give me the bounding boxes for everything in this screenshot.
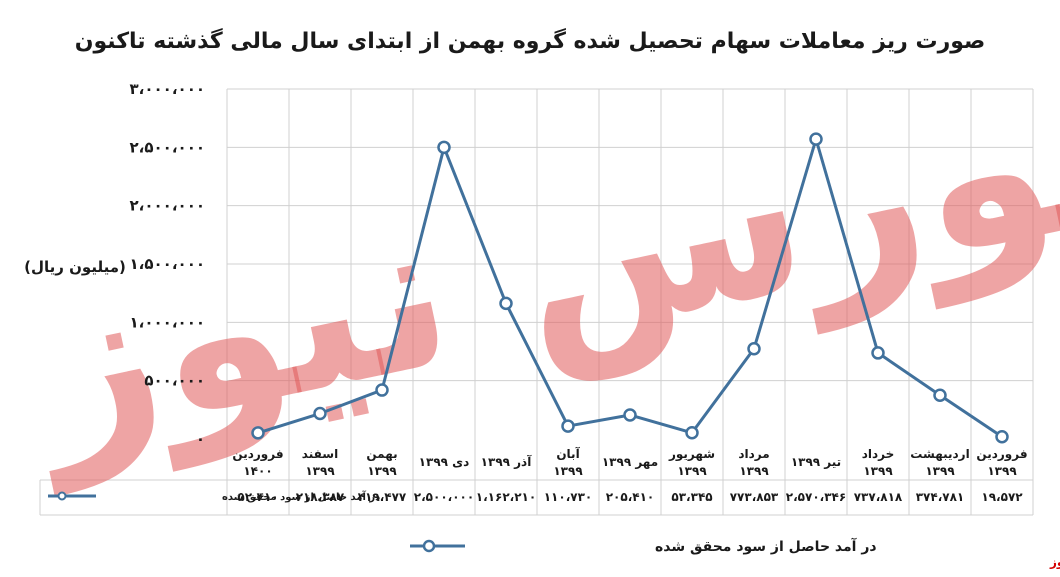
- data-cell: ۲،۵۷۰،۳۴۶: [786, 490, 846, 504]
- data-table: فروردین ۱۳۹۹ ۱۹،۵۷۲ اردیبهشت ۱۳۹۹ ۳۷۴،۷۸۱ خردا…: [48, 446, 1028, 504]
- table-row-label: در آمد حاصل از سود محقق شده: [222, 490, 380, 503]
- category-label: شهریور: [668, 447, 715, 462]
- data-cell: ۲،۵۰۰،۰۰۰: [414, 490, 474, 504]
- category-year: ۱۳۹۹: [367, 464, 397, 478]
- category-year: ۱۳۹۹: [677, 464, 707, 478]
- y-tick-label: ۳،۰۰۰،۰۰۰: [130, 80, 205, 98]
- data-point: [437, 140, 451, 155]
- data-cell: ۷۳۷،۸۱۸: [854, 490, 903, 504]
- data-cell: ۴۱۹،۴۷۷: [358, 490, 407, 504]
- category-label: دی ۱۳۹۹: [419, 455, 470, 469]
- category-label: مرداد: [738, 447, 769, 461]
- data-cell: ۳۷۴،۷۸۱: [916, 490, 965, 504]
- category-label: اسفند: [302, 447, 338, 461]
- y-tick-label: ۵۰۰،۰۰۰: [144, 372, 205, 390]
- grid-lines: [39, 88, 1034, 516]
- y-axis-ticks: ۰ ۵۰۰،۰۰۰ ۱،۰۰۰،۰۰۰ ۱،۵۰۰،۰۰۰ ۲،۰۰۰،۰۰۰ ۲،۵۰۰…: [130, 80, 205, 448]
- data-point: [561, 419, 575, 433]
- y-tick-label: ۲،۰۰۰،۰۰۰: [130, 197, 205, 215]
- category-year: ۱۳۹۹: [925, 464, 955, 478]
- category-label: آبان: [556, 446, 580, 461]
- data-cell: ۱۱۰،۷۳۰: [544, 490, 593, 504]
- source-label: بورس نیوز: [1049, 555, 1060, 570]
- category-year: ۱۳۹۹: [863, 464, 893, 478]
- data-cell: ۱۹،۵۷۲: [981, 490, 1023, 504]
- y-axis-label: (میلیون ریال): [24, 258, 126, 276]
- category-year: ۱۳۹۹: [987, 464, 1017, 478]
- data-cell: ۵۲،۴۱۰: [237, 490, 278, 504]
- data-point: [747, 341, 761, 356]
- data-cell: ۷۷۳،۸۵۳: [730, 490, 779, 504]
- category-label: مهر ۱۳۹۹: [602, 455, 658, 469]
- data-point: [995, 429, 1009, 444]
- row-legend-marker: [57, 491, 67, 501]
- category-label: فروردین: [976, 447, 1027, 462]
- category-label: تیر ۱۳۹۹: [791, 455, 841, 469]
- data-point: [375, 383, 389, 397]
- data-cell: ۲۰۵،۴۱۰: [606, 490, 655, 504]
- data-point: [251, 426, 265, 440]
- series-line: [251, 132, 1009, 444]
- data-cell: ۱،۱۶۲،۲۱۰: [476, 490, 536, 504]
- data-point: [499, 296, 513, 311]
- chart-title: صورت ریز معاملات سهام تحصیل شده گروه بهم…: [75, 27, 986, 54]
- data-point: [685, 426, 699, 440]
- legend: در آمد حاصل از سود محقق شده: [410, 537, 877, 555]
- data-point: [933, 388, 947, 403]
- legend-label: در آمد حاصل از سود محقق شده: [655, 537, 877, 555]
- category-year: ۱۳۹۹: [305, 464, 335, 478]
- y-tick-label: ۲،۵۰۰،۰۰۰: [130, 138, 205, 156]
- y-tick-label: ۱،۵۰۰،۰۰۰: [130, 255, 205, 273]
- data-point: [313, 406, 327, 421]
- category-year: ۱۴۰۰: [243, 464, 272, 478]
- category-year: ۱۳۹۹: [739, 464, 769, 478]
- category-label: آذر ۱۳۹۹: [481, 454, 533, 469]
- legend-marker: [422, 539, 436, 553]
- data-point: [871, 346, 885, 360]
- y-tick-label: ۱،۰۰۰،۰۰۰: [130, 313, 205, 331]
- data-cell: ۲۱۸،۳۸۷: [296, 490, 345, 504]
- data-cell: ۵۳،۳۴۵: [671, 490, 712, 504]
- data-point: [809, 132, 823, 146]
- y-tick-label: ۰: [196, 430, 205, 448]
- category-label: خرداد: [862, 447, 895, 461]
- category-label: بهمن: [366, 447, 397, 461]
- data-point: [623, 408, 637, 422]
- category-label: فروردین: [232, 447, 283, 462]
- category-label: اردیبهشت: [910, 447, 969, 461]
- category-year: ۱۳۹۹: [553, 464, 583, 478]
